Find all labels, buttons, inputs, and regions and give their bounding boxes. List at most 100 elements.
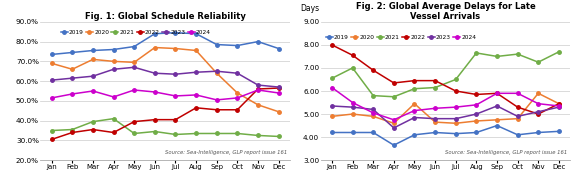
2020 — [370, 115, 377, 117]
2019 — [411, 134, 418, 136]
2024 — [535, 103, 541, 105]
2023 — [452, 118, 459, 120]
Text: Days: Days — [301, 4, 320, 13]
2022 — [172, 118, 179, 121]
2024 — [69, 93, 76, 95]
2019 — [192, 33, 199, 35]
2020 — [275, 111, 282, 113]
2022 — [110, 131, 117, 134]
2023 — [535, 111, 541, 113]
Line: 2024: 2024 — [50, 88, 281, 102]
2024 — [328, 86, 335, 89]
2020 — [213, 72, 220, 74]
2024 — [452, 106, 459, 108]
2022 — [411, 80, 418, 82]
Legend: 2019, 2020, 2021, 2022, 2023, 2024: 2019, 2020, 2021, 2022, 2023, 2024 — [324, 33, 479, 43]
Line: 2022: 2022 — [330, 43, 560, 116]
2023 — [328, 105, 335, 107]
Text: Source: Sea-Intelligence, GLP report issue 161: Source: Sea-Intelligence, GLP report iss… — [165, 150, 287, 155]
2021 — [328, 77, 335, 79]
2021 — [213, 132, 220, 134]
Title: Fig. 2: Global Average Delays for Late
Vessel Arrivals: Fig. 2: Global Average Delays for Late V… — [355, 2, 535, 21]
2020 — [192, 49, 199, 52]
2020 — [535, 92, 541, 94]
2023 — [473, 113, 480, 115]
2019 — [255, 41, 262, 43]
2023 — [131, 66, 138, 68]
2020 — [69, 68, 76, 70]
2024 — [473, 104, 480, 106]
2022 — [328, 44, 335, 46]
2019 — [370, 131, 377, 134]
2019 — [48, 53, 55, 56]
Title: Fig. 1: Global Schedule Reliability: Fig. 1: Global Schedule Reliability — [85, 12, 245, 21]
2020 — [349, 113, 356, 115]
2019 — [452, 132, 459, 135]
2024 — [411, 110, 418, 112]
2021 — [473, 52, 480, 54]
2024 — [110, 96, 117, 98]
2021 — [275, 135, 282, 138]
2020 — [131, 61, 138, 64]
2020 — [452, 122, 459, 124]
2020 — [234, 92, 241, 94]
2019 — [391, 144, 397, 146]
2024 — [275, 92, 282, 94]
2023 — [411, 116, 418, 119]
2021 — [89, 120, 96, 123]
2020 — [172, 48, 179, 50]
2021 — [391, 96, 397, 98]
2023 — [151, 72, 158, 74]
2022 — [275, 87, 282, 89]
2020 — [431, 121, 438, 123]
2021 — [514, 53, 521, 55]
2022 — [391, 82, 397, 84]
2023 — [69, 77, 76, 79]
2022 — [192, 107, 199, 109]
2023 — [48, 79, 55, 81]
2021 — [192, 132, 199, 134]
2020 — [48, 62, 55, 64]
Text: Source: Sea-Intelligence, GLP report issue 161: Source: Sea-Intelligence, GLP report iss… — [445, 150, 568, 155]
2019 — [535, 131, 541, 134]
2019 — [275, 48, 282, 50]
2019 — [555, 130, 562, 132]
2023 — [494, 105, 501, 107]
2021 — [69, 128, 76, 131]
2019 — [349, 131, 356, 134]
2023 — [234, 72, 241, 74]
2024 — [349, 101, 356, 104]
2021 — [131, 132, 138, 134]
2022 — [69, 131, 76, 134]
2020 — [391, 122, 397, 124]
2021 — [48, 129, 55, 132]
2019 — [431, 131, 438, 134]
2020 — [328, 115, 335, 117]
2022 — [89, 128, 96, 131]
2023 — [275, 86, 282, 88]
2021 — [535, 61, 541, 63]
2024 — [172, 95, 179, 97]
2022 — [555, 103, 562, 105]
Line: 2020: 2020 — [330, 92, 560, 125]
2020 — [255, 104, 262, 106]
2024 — [131, 89, 138, 91]
2023 — [89, 75, 96, 77]
2021 — [172, 133, 179, 136]
2019 — [172, 32, 179, 34]
2023 — [110, 68, 117, 70]
2022 — [473, 93, 480, 96]
2024 — [151, 91, 158, 93]
2019 — [69, 51, 76, 54]
2020 — [473, 120, 480, 122]
2024 — [431, 107, 438, 109]
2022 — [431, 80, 438, 82]
2019 — [89, 49, 96, 52]
2024 — [213, 99, 220, 101]
2021 — [494, 55, 501, 58]
2022 — [535, 113, 541, 115]
2020 — [151, 46, 158, 49]
2022 — [48, 138, 55, 141]
2024 — [494, 92, 501, 94]
2022 — [213, 109, 220, 111]
